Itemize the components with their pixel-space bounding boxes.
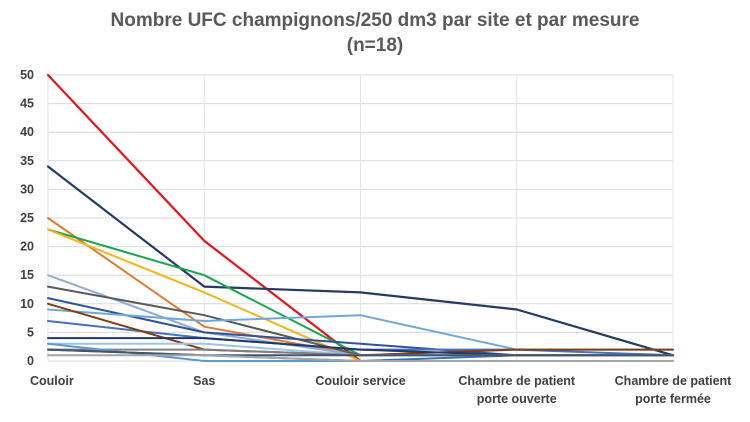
chart-title: Nombre UFC champignons/250 dm3 par site …: [0, 8, 750, 58]
y-tick-label: 15: [20, 268, 34, 282]
x-tick-label: Couloir: [30, 374, 74, 388]
y-tick-label: 40: [20, 125, 34, 139]
series-line: [47, 354, 674, 362]
y-tick-label: 50: [20, 68, 34, 82]
chart-title-line-1: Nombre UFC champignons/250 dm3 par site …: [110, 10, 640, 31]
y-tick-label: 45: [20, 97, 34, 111]
series-line: [47, 228, 362, 362]
y-tick-label: 10: [20, 297, 34, 311]
y-tick-label: 20: [20, 240, 34, 254]
series-line: [47, 285, 362, 357]
y-tick-label: 30: [20, 182, 34, 196]
x-tick-label: Chambre de patient porte ouverte: [458, 374, 576, 406]
series-line: [47, 228, 362, 357]
series-line: [46, 73, 362, 363]
x-tick-label: Sas: [193, 374, 215, 388]
series-line: [46, 165, 675, 357]
x-tick-label: Couloir service: [315, 374, 405, 388]
series-line: [47, 348, 674, 357]
y-tick-label: 5: [27, 325, 34, 339]
y-tick-label: 0: [27, 354, 34, 368]
y-tick-label: 25: [20, 211, 34, 225]
y-tick-label: 35: [20, 154, 34, 168]
x-tick-label: Chambre de patient porte fermée: [615, 374, 733, 406]
chart-title-line-2: (n=18): [346, 35, 404, 56]
